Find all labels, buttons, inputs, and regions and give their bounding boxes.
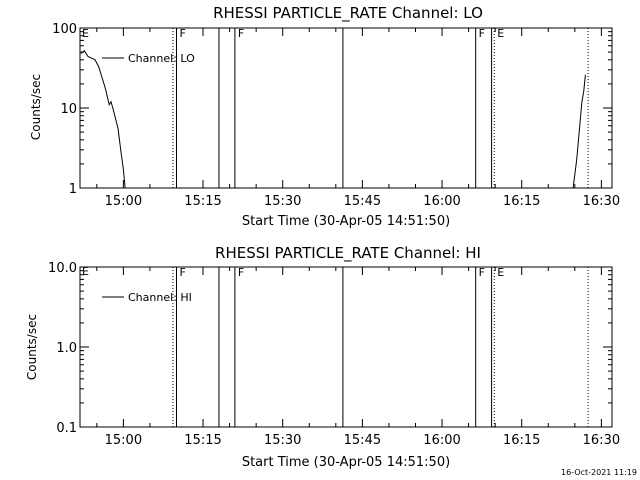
top-chart-plot: 15:00 15:15 15:30 15:45 16:00 16:15 16:30 1 10 10… [52,22,620,209]
bottom-chart-event-marker-label: E [497,266,504,279]
bottom-chart-event-marker-label: F [238,266,244,279]
top-chart-x-tick-label: 16:15 [503,194,540,209]
top-chart-y-tick-label: 1 [69,182,77,197]
bottom-chart-plot: 15:00 15:15 15:30 15:45 16:00 16:15 16:30 0.1 1.… [48,261,620,448]
bottom-chart-x-tick-label: 15:45 [344,433,381,448]
bottom-chart-x-tick-label: 16:15 [503,433,540,448]
top-chart-legend-label: Channel: LO [128,52,195,65]
top-chart-x-tick-label: 15:00 [105,194,142,209]
top-chart: RHESSI PARTICLE_RATE Channel: LO Start T… [29,4,483,229]
top-chart-series-line [572,74,586,189]
bottom-chart-y-tick-label: 0.1 [56,421,77,436]
footer-timestamp: 16-Oct-2021 11:19 [561,468,637,477]
top-chart-corner-label: E [82,27,89,40]
bottom-chart-x-tick-label: 16:00 [423,433,460,448]
top-chart-x-tick-label: 15:30 [264,194,301,209]
top-chart-y-tick-label: 10 [60,102,77,117]
top-chart-x-tick-label: 16:30 [583,194,620,209]
bottom-chart-x-tick-label: 16:30 [583,433,620,448]
bottom-chart-x-tick-label: 15:30 [264,433,301,448]
top-chart-event-marker-label: F [479,27,485,40]
bottom-chart: RHESSI PARTICLE_RATE Channel: HI Start T… [25,244,481,470]
bottom-chart-event-marker-label: F [179,266,185,279]
bottom-chart-x-tick-label: 15:00 [105,433,142,448]
bottom-chart-corner-label: E [82,265,89,278]
top-chart-ylabel: Counts/sec [29,74,43,140]
bottom-chart-xlabel: Start Time (30-Apr-05 14:51:50) [242,455,450,470]
top-chart-event-marker-label: F [179,27,185,40]
bottom-chart-legend-label: Channel: HI [128,291,192,304]
top-chart-x-tick-label: 16:00 [423,194,460,209]
bottom-chart-y-tick-label: 10.0 [48,261,77,276]
bottom-chart-y-tick-label: 1.0 [56,341,77,356]
top-chart-x-tick-label: 15:45 [344,194,381,209]
top-chart-event-marker-label: F [238,27,244,40]
top-chart-x-tick-label: 15:15 [184,194,221,209]
bottom-chart-ylabel: Counts/sec [25,314,39,380]
top-chart-series-line [80,49,126,189]
bottom-chart-event-marker-label: F [479,266,485,279]
top-chart-event-marker-label: E [497,27,504,40]
top-chart-title: RHESSI PARTICLE_RATE Channel: LO [213,4,483,23]
bottom-chart-title: RHESSI PARTICLE_RATE Channel: HI [215,244,481,263]
top-chart-xlabel: Start Time (30-Apr-05 14:51:50) [242,214,450,229]
top-chart-y-tick-label: 100 [52,22,77,37]
bottom-chart-x-tick-label: 15:15 [184,433,221,448]
